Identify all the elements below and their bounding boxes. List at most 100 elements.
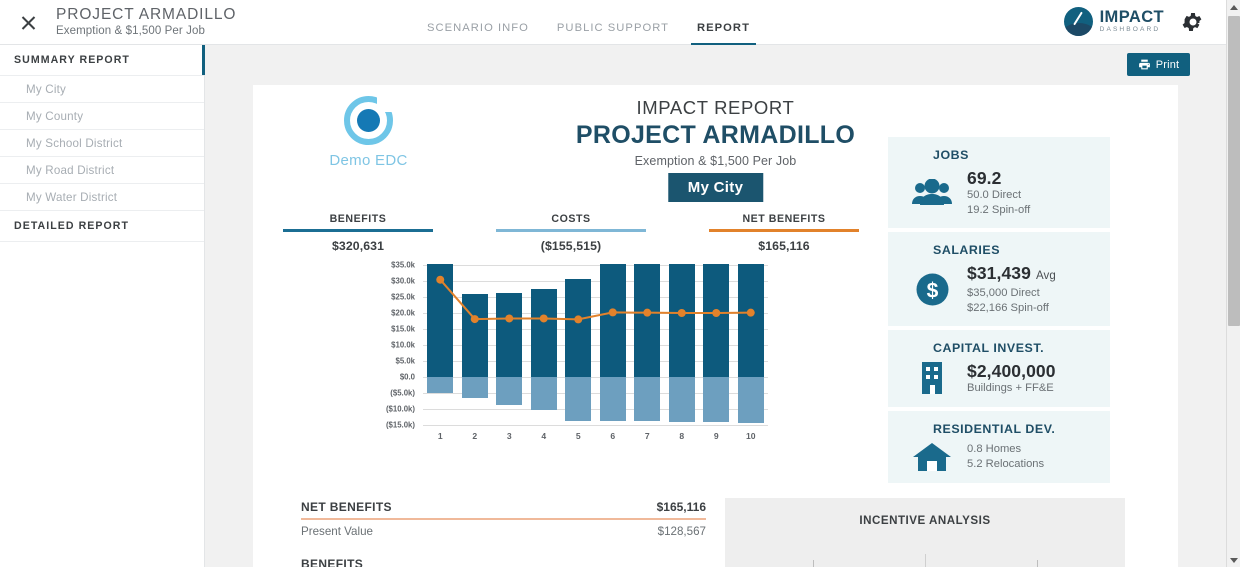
chart-bar-costs	[599, 377, 626, 422]
entity-chip[interactable]: My City	[667, 173, 764, 202]
kpi-capital-line1: Buildings + FF&E	[967, 382, 1054, 394]
kpi-capital-title: CAPITAL INVEST.	[933, 341, 1045, 355]
metric-net-benefits-label: NET BENEFITS	[742, 213, 826, 225]
scroll-down-button[interactable]	[1227, 553, 1240, 567]
sidebar-item-my-city[interactable]: My City	[0, 76, 204, 103]
sidebar-item-my-school-district[interactable]: My School District	[0, 130, 204, 157]
kpi-card-residential-dev: RESIDENTIAL DEV. 0.8 Homes 5.2 Relocatio…	[888, 410, 1110, 483]
sidebar-item-my-water-district[interactable]: My Water District	[0, 184, 204, 211]
chart-y-tick: $10.0k	[391, 340, 415, 350]
kpi-cards: JOBS 69.2 50.0 Dir	[888, 137, 1110, 487]
close-button[interactable]	[0, 0, 56, 45]
chart-bar-costs	[668, 377, 695, 423]
kpi-residential-title: RESIDENTIAL DEV.	[933, 421, 1056, 436]
chart-gridline	[423, 425, 768, 426]
scroll-up-button[interactable]	[1227, 0, 1240, 14]
chart-bar-costs	[634, 377, 661, 422]
metric-benefits: BENEFITS $320,631	[283, 213, 433, 253]
chart-bar-costs	[737, 377, 764, 424]
chart-y-tick: ($15.0k)	[385, 420, 415, 430]
kpi-salaries-line2: $22,166 Spin-off	[967, 301, 1049, 314]
chart-y-tick: $25.0k	[391, 292, 415, 302]
kpi-jobs-line1: 50.0 Direct	[967, 189, 1022, 201]
incentive-tick	[1037, 560, 1038, 567]
tab-report[interactable]: REPORT	[683, 21, 764, 46]
chart-bar-costs	[461, 377, 488, 399]
close-icon	[20, 14, 37, 31]
metric-costs-value: ($155,515)	[540, 238, 602, 253]
edc-logo: Demo EDC	[311, 96, 426, 169]
table-row: NET BENEFITS $165,116	[301, 500, 706, 514]
building-icon	[910, 361, 954, 395]
chart-y-tick: $0.0	[399, 372, 415, 382]
incentive-tick	[813, 560, 814, 567]
chart-gridline	[423, 409, 768, 410]
chart-x-tick: 2	[472, 431, 478, 441]
kpi-salaries-value: $31,439 Avg	[967, 263, 1056, 286]
chart-gridline	[423, 297, 768, 298]
chart-bar-costs	[496, 377, 523, 406]
sidebar: SUMMARY REPORT My City My County My Scho…	[0, 45, 205, 567]
brand-logo: IMPACT DASHBOARD	[1063, 7, 1164, 36]
chart-bar-benefits	[565, 279, 592, 377]
kpi-card-capital-investment: CAPITAL INVEST. $2,400,000	[888, 330, 1110, 407]
print-button[interactable]: Print	[1127, 53, 1190, 76]
brand-subname: DASHBOARD	[1099, 26, 1161, 34]
report-titles: IMPACT REPORT PROJECT ARMADILLO Exemptio…	[253, 97, 1178, 168]
metric-benefits-label: BENEFITS	[329, 213, 387, 225]
project-info: PROJECT ARMADILLO Exemption & $1,500 Per…	[56, 6, 236, 39]
chart-y-tick: $20.0k	[391, 308, 415, 318]
kpi-salaries-amount: $31,439	[967, 263, 1031, 283]
incentive-analysis-panel: INCENTIVE ANALYSIS	[725, 498, 1125, 567]
sidebar-item-my-road-district[interactable]: My Road District	[0, 157, 204, 184]
printer-icon	[1138, 59, 1150, 70]
page-scrollbar[interactable]	[1226, 0, 1240, 567]
net-benefits-label: NET BENEFITS	[301, 500, 392, 514]
chart-x-tick: 10	[745, 431, 756, 441]
chart-y-axis: $35.0k $30.0k $25.0k $20.0k $15.0k $10.0k $5.0…	[371, 261, 419, 430]
chart-bar-benefits	[599, 263, 626, 377]
kpi-card-jobs: JOBS 69.2 50.0 Dir	[888, 137, 1110, 228]
tab-public-support[interactable]: PUBLIC SUPPORT	[556, 22, 670, 34]
chart-bar	[496, 265, 523, 425]
chart-bar-benefits	[496, 292, 523, 377]
chart-bar-costs	[703, 377, 730, 423]
chart-bar-benefits	[530, 289, 557, 377]
chart-bar-costs	[565, 377, 592, 421]
benefits-section-label: BENEFITS	[301, 556, 364, 567]
sidebar-item-detailed-report[interactable]: DETAILED REPORT	[0, 211, 204, 242]
metric-net-benefits: NET BENEFITS $165,116	[709, 213, 859, 253]
incentive-analysis-title: INCENTIVE ANALYSIS	[859, 514, 991, 527]
report-page: Demo EDC IMPACT REPORT PROJECT ARMADILLO…	[253, 85, 1178, 567]
table-row: Present Value $128,567	[301, 525, 706, 538]
incentive-axis-line	[925, 554, 926, 567]
report-header: Demo EDC IMPACT REPORT PROJECT ARMADILLO…	[253, 85, 1178, 202]
top-bar: PROJECT ARMADILLO Exemption & $1,500 Per…	[0, 0, 1226, 46]
kpi-salaries-title: SALARIES	[933, 243, 1001, 257]
scrollbar-thumb[interactable]	[1228, 16, 1240, 326]
net-benefits-value: $165,116	[656, 500, 706, 514]
dollar-circle-icon: $	[910, 273, 954, 306]
chart-gridline	[423, 281, 768, 282]
print-label: Print	[1155, 58, 1180, 71]
tab-scenario-info[interactable]: SCENARIO INFO	[427, 22, 529, 34]
chart-bar-costs	[530, 377, 557, 410]
chart-y-tick: $30.0k	[391, 276, 415, 286]
chart-x-tick: 3	[506, 431, 512, 441]
edc-name: Demo EDC	[329, 152, 408, 169]
chart-y-tick: $15.0k	[391, 324, 415, 334]
kpi-residential-line1: 0.8 Homes	[967, 443, 1022, 455]
settings-button[interactable]	[1180, 10, 1204, 34]
chart-bar	[703, 263, 730, 425]
kpi-capital-value: $2,400,000	[967, 361, 1056, 381]
kpi-residential-line2: 5.2 Relocations	[967, 457, 1045, 470]
project-title: PROJECT ARMADILLO	[56, 5, 237, 23]
chart-plot-area	[423, 263, 768, 426]
nav-tabs: SCENARIO INFO PUBLIC SUPPORT REPORT	[413, 0, 764, 46]
report-subtitle: Exemption & $1,500 Per Job	[634, 154, 797, 168]
sidebar-item-my-county[interactable]: My County	[0, 103, 204, 130]
project-subtitle: Exemption & $1,500 Per Job	[56, 24, 205, 37]
sidebar-item-summary-report[interactable]: SUMMARY REPORT	[0, 45, 205, 76]
kpi-salaries-line1: $35,000 Direct	[967, 287, 1040, 299]
metric-costs-label: COSTS	[551, 213, 591, 225]
